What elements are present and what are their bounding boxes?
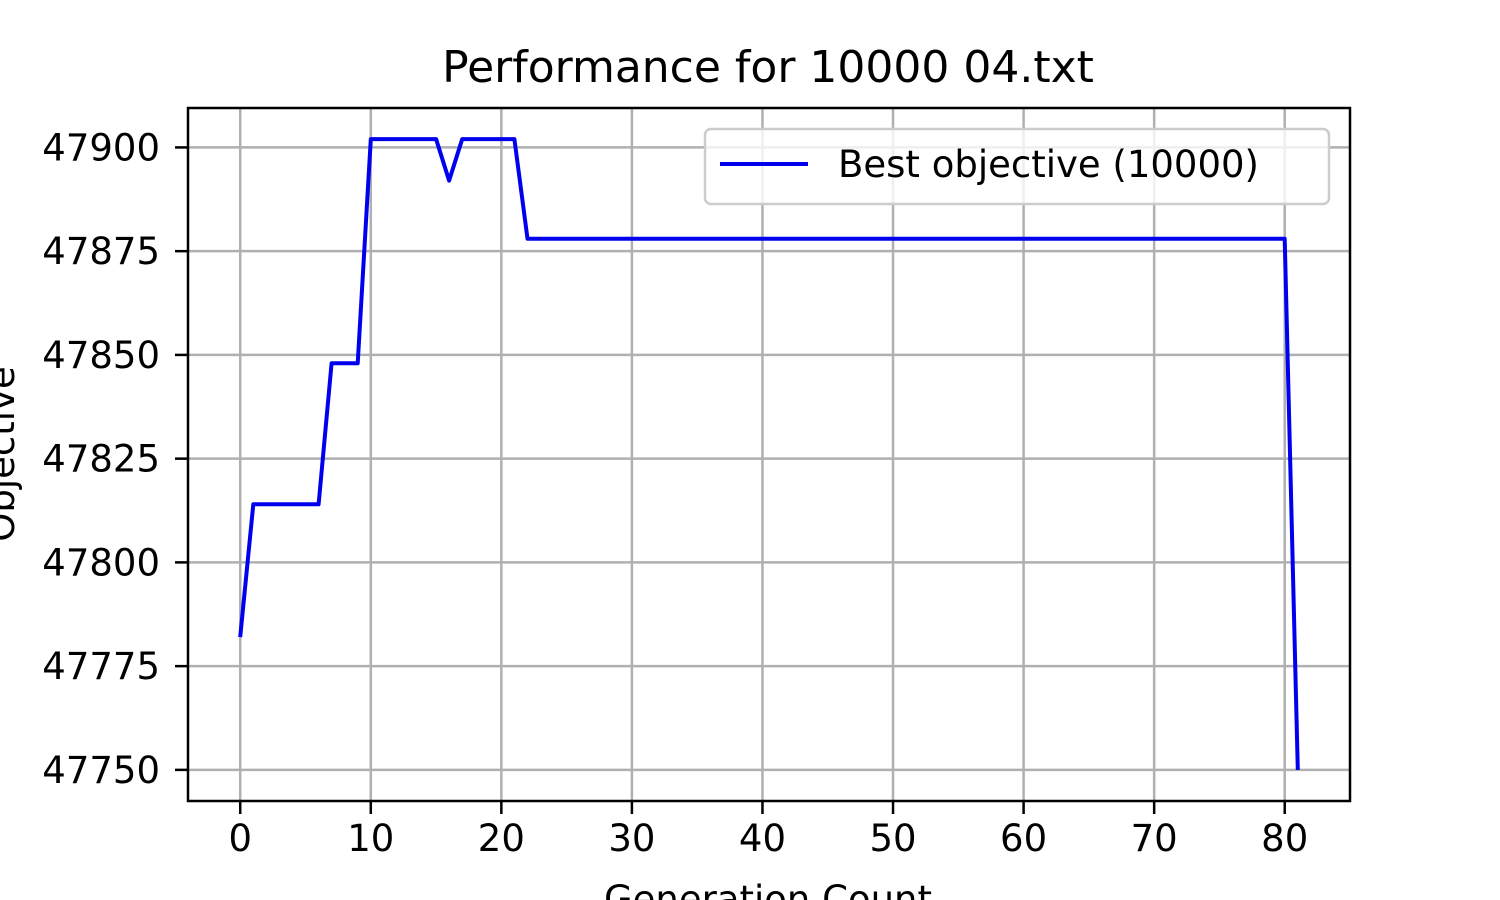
legend: Best objective (10000) — [703, 127, 1331, 206]
x-tick-label: 70 — [1131, 817, 1178, 860]
y-tick-label: 47900 — [42, 126, 160, 169]
y-tick-label: 47750 — [42, 749, 160, 792]
series-layer — [238, 137, 1300, 770]
x-tick-label: 20 — [478, 817, 525, 860]
y-tick-label: 47850 — [42, 334, 160, 377]
x-tick-label: 60 — [1000, 817, 1047, 860]
legend-box — [703, 127, 1331, 206]
y-tick-label: 47775 — [42, 645, 160, 688]
y-tick-label: 47800 — [42, 541, 160, 584]
x-axis-label: Generation Count — [604, 878, 932, 900]
grid-lines — [188, 108, 1350, 801]
series-line-best-objective — [238, 137, 1300, 770]
y-axis-ticks: 47750 47775 47800 47825 47850 47875 47900 — [42, 126, 188, 792]
x-tick-label: 0 — [228, 817, 252, 860]
y-axis-label: Objective — [0, 366, 23, 541]
x-tick-label: 10 — [347, 817, 394, 860]
x-tick-label: 30 — [608, 817, 655, 860]
x-tick-label: 40 — [739, 817, 786, 860]
plot-frame — [186, 106, 1352, 803]
legend-label: Best objective (10000) — [838, 143, 1259, 186]
y-tick-label: 47875 — [42, 230, 160, 273]
x-axis-ticks: 0 10 20 30 40 50 60 70 80 — [228, 801, 1308, 860]
x-tick-label: 50 — [869, 817, 916, 860]
y-tick-label: 47825 — [42, 438, 160, 481]
x-tick-label: 80 — [1261, 817, 1308, 860]
chart-title: Performance for 10000 04.txt — [442, 42, 1094, 93]
